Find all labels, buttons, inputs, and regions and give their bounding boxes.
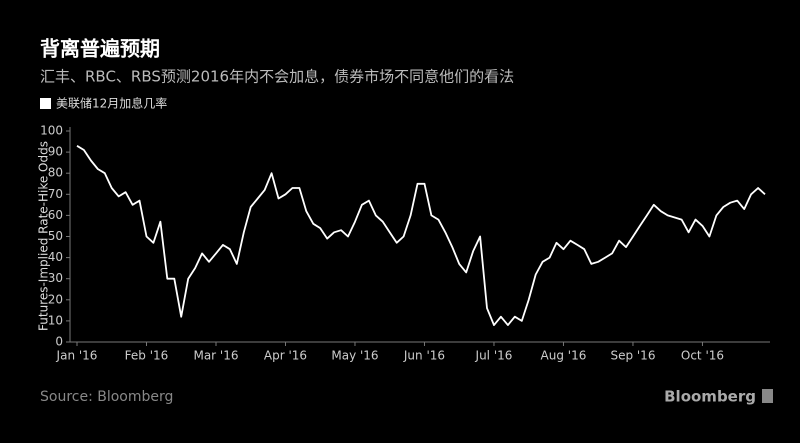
x-tick-label: Apr '16 — [264, 349, 307, 363]
chart-subtitle: 汇丰、RBC、RBS预测2016年内不会加息，债券市场不同意他们的看法 — [40, 68, 514, 86]
x-tick-label: Jan '16 — [56, 349, 98, 363]
y-tick-label: 10 — [48, 313, 63, 327]
x-tick-label: Aug '16 — [541, 349, 587, 363]
y-tick-label: 20 — [48, 292, 63, 306]
x-tick-label: Oct '16 — [681, 349, 724, 363]
source: Source: Bloomberg — [40, 389, 173, 405]
brand-icon — [762, 389, 773, 403]
x-tick-label: Mar '16 — [193, 349, 238, 363]
x-tick-label: Sep '16 — [610, 349, 655, 363]
x-tick-label: May '16 — [331, 349, 378, 363]
legend-label: 美联储12月加息几率 — [56, 96, 167, 111]
y-tick-label: 80 — [48, 166, 63, 180]
y-tick-label: 90 — [48, 145, 63, 159]
y-tick-label: 30 — [48, 271, 63, 285]
legend-swatch — [40, 98, 51, 109]
y-tick-label: 100 — [40, 124, 63, 138]
chart-title: 背离普遍预期 — [40, 37, 160, 61]
x-tick-label: Jul '16 — [475, 349, 513, 363]
y-axis-label: Futures-Implied Rate-Hike Odds — [37, 141, 51, 331]
y-tick-label: 40 — [48, 250, 63, 264]
data-line — [76, 145, 766, 326]
x-tick-label: Feb '16 — [125, 349, 169, 363]
y-tick-label: 60 — [48, 208, 63, 222]
y-tick-label: 70 — [48, 187, 63, 201]
x-tick-label: Jun '16 — [403, 349, 445, 363]
brand: Bloomberg — [664, 388, 756, 406]
y-tick-label: 50 — [48, 229, 63, 243]
y-tick-label: 0 — [55, 335, 63, 349]
